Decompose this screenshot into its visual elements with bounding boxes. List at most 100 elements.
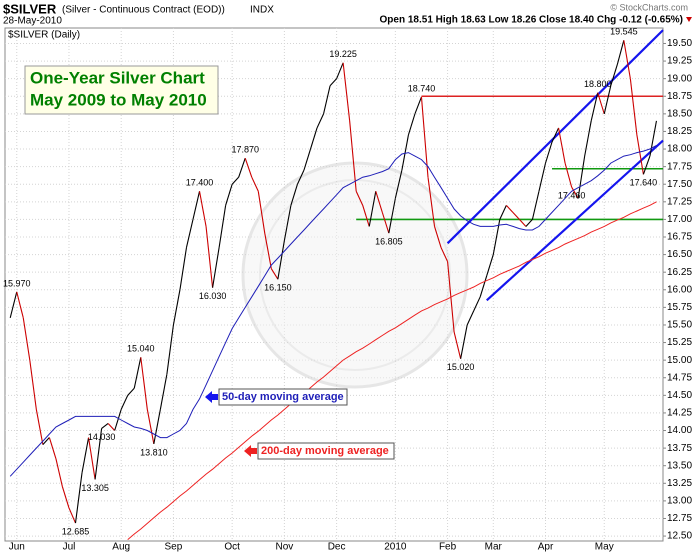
price-segment xyxy=(427,177,436,227)
price-segment xyxy=(94,428,103,480)
description: (Silver - Continuous Contract (EOD)) xyxy=(62,5,225,16)
y-tick-label: 18.25 xyxy=(667,126,692,137)
price-segment xyxy=(16,291,24,319)
x-tick-label: Jul xyxy=(63,542,76,553)
price-segment xyxy=(29,360,37,410)
price-segment xyxy=(649,120,658,157)
title-line: One-Year Silver Chart xyxy=(30,68,205,87)
price-segment xyxy=(74,472,83,524)
x-tick-label: Feb xyxy=(439,542,457,553)
price-segment xyxy=(388,198,396,234)
price-segment xyxy=(205,226,214,288)
price-segment xyxy=(375,191,383,213)
y-tick-label: 15.50 xyxy=(667,320,692,331)
price-segment xyxy=(270,268,279,280)
price-segment xyxy=(584,120,592,157)
price-segment xyxy=(225,184,233,206)
price-label: 19.225 xyxy=(329,49,357,59)
down-triangle xyxy=(686,17,692,22)
price-segment xyxy=(290,184,298,206)
price-segment xyxy=(381,212,390,234)
price-segment xyxy=(505,204,514,213)
price-segment xyxy=(68,507,77,524)
price-segment xyxy=(362,205,370,227)
price-segment xyxy=(571,186,579,199)
price-segment xyxy=(107,423,116,431)
y-tick-label: 14.75 xyxy=(667,372,692,383)
price-label: 15.970 xyxy=(3,278,31,288)
moving-average-line xyxy=(9,145,657,477)
y-tick-label: 16.75 xyxy=(667,232,692,243)
y-tick-label: 14.00 xyxy=(667,425,692,436)
x-tick-label: Apr xyxy=(538,542,554,553)
y-tick-label: 17.00 xyxy=(667,214,692,225)
ma200-arrow xyxy=(244,445,257,457)
price-label: 18.740 xyxy=(408,83,436,93)
price-segment xyxy=(244,158,253,178)
y-tick-label: 16.00 xyxy=(667,284,692,295)
y-tick-label: 14.50 xyxy=(667,390,692,401)
price-segment xyxy=(172,289,181,326)
y-tick-label: 18.50 xyxy=(667,108,692,119)
y-tick-label: 13.75 xyxy=(667,443,692,454)
y-tick-label: 18.00 xyxy=(667,144,692,155)
price-segment xyxy=(603,85,612,114)
y-tick-label: 14.25 xyxy=(667,408,692,419)
y-tick-label: 16.25 xyxy=(667,267,692,278)
price-segment xyxy=(407,113,416,136)
ma50-box xyxy=(218,388,348,406)
price-segment xyxy=(597,92,605,115)
price-segment xyxy=(55,458,63,487)
price-segment xyxy=(538,162,547,192)
price-segment xyxy=(623,40,631,79)
price-segment xyxy=(629,78,638,136)
exchange: INDX xyxy=(250,5,274,16)
price-segment xyxy=(238,158,246,178)
price-segment xyxy=(198,191,207,227)
price-segment xyxy=(434,226,442,248)
price-segment xyxy=(185,219,194,248)
price-segment xyxy=(316,113,325,129)
price-segment xyxy=(551,127,560,143)
price-label: 14.030 xyxy=(88,432,116,442)
y-tick-label: 17.50 xyxy=(667,179,692,190)
y-tick-label: 13.00 xyxy=(667,496,692,507)
ma200-label: 200-day moving average xyxy=(261,445,389,457)
price-segment xyxy=(159,374,168,410)
price-segment xyxy=(616,40,625,65)
price-segment xyxy=(349,120,357,192)
price-label: 17.640 xyxy=(630,178,658,188)
price-segment xyxy=(257,191,266,234)
price-segment xyxy=(61,486,70,509)
y-tick-label: 19.00 xyxy=(667,73,692,84)
title-line: May 2009 to May 2010 xyxy=(30,90,207,109)
trend-line xyxy=(486,139,664,302)
x-tick-label: Aug xyxy=(112,542,130,553)
date: 28-May-2010 xyxy=(3,16,62,27)
price-segment xyxy=(179,247,188,290)
price-segment xyxy=(296,169,305,185)
price-segment xyxy=(9,291,18,319)
price-label: 16.805 xyxy=(375,237,403,247)
title-box xyxy=(24,65,219,115)
price-segment xyxy=(42,437,50,445)
price-segment xyxy=(336,62,344,79)
y-tick-label: 18.75 xyxy=(667,91,692,102)
x-tick-label: Jun xyxy=(9,542,25,553)
price-label: 19.545 xyxy=(610,27,638,37)
price-segment xyxy=(303,148,312,171)
y-tick-label: 13.25 xyxy=(667,478,692,489)
price-segment xyxy=(414,96,422,115)
grid xyxy=(5,28,666,541)
price-segment xyxy=(460,324,468,359)
y-tick-label: 19.25 xyxy=(667,56,692,67)
price-label: 16.030 xyxy=(199,291,227,301)
price-segment xyxy=(22,317,31,361)
price-segment xyxy=(166,324,174,375)
price-segment xyxy=(329,78,338,87)
price-segment xyxy=(636,134,644,175)
ma200-box xyxy=(257,442,395,460)
x-tick-label: 2010 xyxy=(384,542,407,553)
x-tick-label: Sep xyxy=(165,542,183,553)
price-segment xyxy=(486,254,494,276)
